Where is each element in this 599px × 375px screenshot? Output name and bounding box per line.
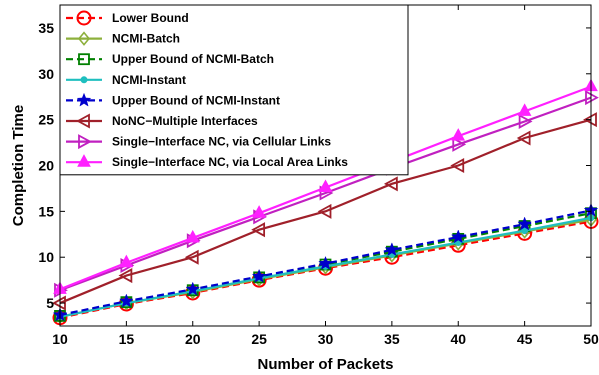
legend-marker [76,10,92,26]
y-tick-label: 20 [38,158,54,174]
x-tick-label: 10 [52,331,68,347]
series-6 [52,112,597,311]
x-tick-label: 30 [318,331,334,347]
data-point [118,268,133,284]
legend-marker [77,154,91,167]
legend-marker [77,31,91,46]
legend-marker [78,134,92,150]
legend-marker [78,53,90,66]
legend-item: Single−Interface NC, via Cellular Links [66,134,331,150]
legend: Lower Bound NCMI-Batch Upper Bound of NCMI… [59,4,409,176]
data-point [251,268,267,283]
legend-label: Single−Interface NC, via Cellular Links [112,135,331,149]
series-line [59,118,592,305]
y-tick-label: 5 [46,295,54,311]
legend-marker [80,76,88,84]
data-point [184,249,199,265]
y-tick-label: 10 [38,249,54,265]
data-point [119,293,134,308]
y-tick-label: 15 [38,203,54,219]
legend-item: Upper Bound of NCMI-Instant [66,92,280,107]
series-line [59,96,592,292]
x-tick-label: 35 [384,331,400,347]
legend-item: NCMI-Instant [66,73,186,87]
legend-item: Upper Bound of NCMI-Batch [66,52,274,66]
data-point [516,130,531,146]
legend-marker [76,113,90,129]
x-axis-label: Number of Packets [258,356,394,373]
legend-item: NCMI-Batch [66,31,180,46]
x-tick-label: 25 [251,331,267,347]
series-4 [56,214,595,321]
legend-marker [76,92,92,107]
legend-label: Upper Bound of NCMI-Batch [112,52,274,66]
x-tick-label: 50 [583,331,599,347]
legend-box [59,4,409,176]
legend-label: Lower Bound [112,11,189,25]
x-tick-label: 20 [185,331,201,347]
data-point [318,179,333,193]
data-point [517,216,532,231]
data-point [185,229,200,243]
legend-label: Upper Bound of NCMI-Instant [112,93,280,107]
legend-label: Single−Interface NC, via Local Area Link… [112,155,348,169]
x-tick-label: 45 [517,331,533,347]
y-tick-label: 30 [38,66,54,82]
data-point [251,222,266,238]
data-point [517,103,532,116]
data-point [450,229,466,244]
data-point [384,242,400,257]
legend-item: Single−Interface NC, via Local Area Link… [66,154,348,169]
legend-label: NCMI-Batch [112,32,180,46]
y-tick-label: 25 [38,112,54,128]
data-point [452,136,467,152]
legend-label: NoNC−Multiple Interfaces [112,114,258,128]
data-point [451,128,466,141]
legend-item: Lower Bound [66,10,189,26]
y-tick-label: 35 [38,20,54,36]
data-point [252,205,266,218]
x-tick-label: 40 [450,331,466,347]
data-point [317,203,332,219]
series-8 [53,78,598,294]
data-point [450,157,465,174]
axes: 10 15 20 25 30 35 40 45 50 5 10 15 20 25 30 35 [38,5,599,347]
legend-label: NCMI-Instant [112,73,186,87]
data-point [383,176,398,192]
y-axis-label: Completion Time [10,105,27,226]
x-tick-label: 15 [119,331,135,347]
data-point [119,254,134,268]
data-point [318,255,333,270]
series-7 [54,90,599,298]
legend-item: NoNC−Multiple Interfaces [66,113,258,129]
data-point [521,227,529,235]
data-point [185,281,201,296]
data-point [518,113,533,129]
